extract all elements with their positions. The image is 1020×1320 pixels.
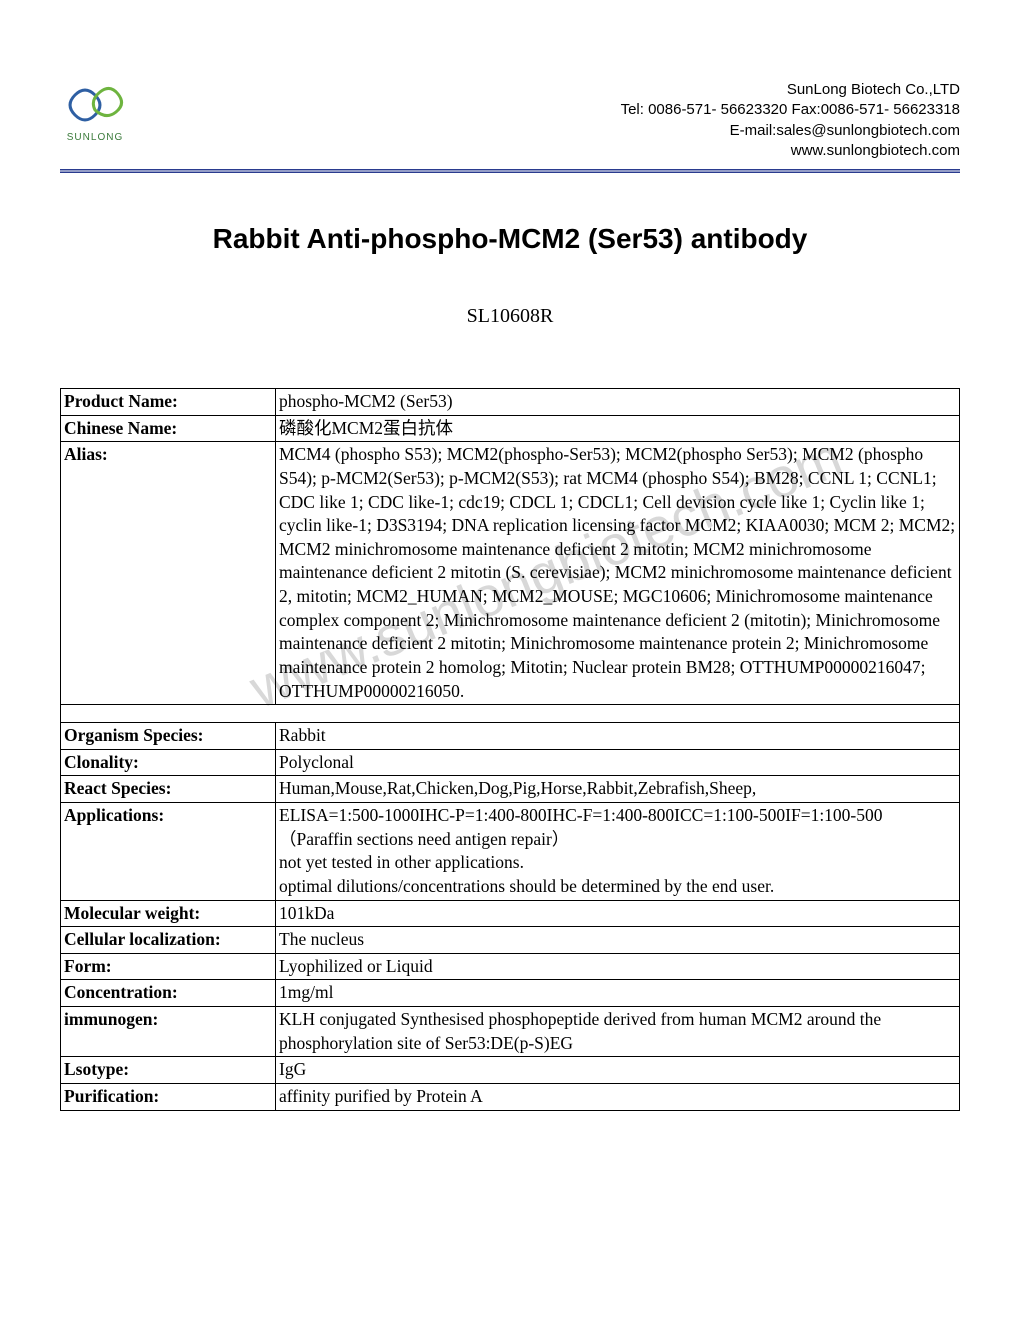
spec-value: 1mg/ml — [276, 980, 960, 1007]
company-email: E-mail:sales@sunlongbiotech.com — [621, 121, 960, 141]
table-row: Alias:MCM4 (phospho S53); MCM2(phospho-S… — [61, 442, 960, 705]
company-logo-icon — [60, 80, 130, 130]
spec-label: Clonality: — [61, 749, 276, 776]
spec-label: Concentration: — [61, 980, 276, 1007]
spec-label: immunogen: — [61, 1007, 276, 1057]
spec-value: ELISA=1:500-1000IHC-P=1:400-800IHC-F=1:4… — [276, 803, 960, 901]
spec-value: 磷酸化MCM2蛋白抗体 — [276, 415, 960, 442]
company-website: www.sunlongbiotech.com — [621, 141, 960, 161]
spec-value: MCM4 (phospho S53); MCM2(phospho-Ser53);… — [276, 442, 960, 705]
spec-value: Polyclonal — [276, 749, 960, 776]
table-row — [61, 705, 960, 723]
table-row: Concentration:1mg/ml — [61, 980, 960, 1007]
spec-label: Lsotype: — [61, 1057, 276, 1084]
spec-value: Rabbit — [276, 723, 960, 750]
table-row: Form:Lyophilized or Liquid — [61, 953, 960, 980]
product-code: SL10608R — [60, 305, 960, 328]
page-title: Rabbit Anti-phospho-MCM2 (Ser53) antibod… — [60, 223, 960, 255]
table-row: Molecular weight:101kDa — [61, 900, 960, 927]
company-info: SunLong Biotech Co.,LTD Tel: 0086-571- 5… — [621, 80, 960, 161]
table-row: Product Name:phospho-MCM2 (Ser53) — [61, 389, 960, 416]
table-row: immunogen:KLH conjugated Synthesised pho… — [61, 1007, 960, 1057]
logo-block: SUNLONG — [60, 80, 130, 143]
spec-value: Lyophilized or Liquid — [276, 953, 960, 980]
header-divider — [60, 169, 960, 173]
table-row: Applications:ELISA=1:500-1000IHC-P=1:400… — [61, 803, 960, 901]
spec-label: Organism Species: — [61, 723, 276, 750]
spec-value: Human,Mouse,Rat,Chicken,Dog,Pig,Horse,Ra… — [276, 776, 960, 803]
spec-label: Purification: — [61, 1083, 276, 1110]
spec-label: Form: — [61, 953, 276, 980]
spec-label: Alias: — [61, 442, 276, 705]
page-header: SUNLONG SunLong Biotech Co.,LTD Tel: 008… — [60, 80, 960, 161]
spec-table: Product Name:phospho-MCM2 (Ser53)Chinese… — [60, 388, 960, 1111]
spec-label: Applications: — [61, 803, 276, 901]
company-tel-fax: Tel: 0086-571- 56623320 Fax:0086-571- 56… — [621, 100, 960, 120]
spec-label: React Species: — [61, 776, 276, 803]
spec-value: KLH conjugated Synthesised phosphopeptid… — [276, 1007, 960, 1057]
spec-value: The nucleus — [276, 927, 960, 954]
table-row: Organism Species:Rabbit — [61, 723, 960, 750]
spec-value: affinity purified by Protein A — [276, 1083, 960, 1110]
logo-label: SUNLONG — [67, 132, 123, 143]
table-row: Chinese Name:磷酸化MCM2蛋白抗体 — [61, 415, 960, 442]
table-row: Clonality:Polyclonal — [61, 749, 960, 776]
table-row: Cellular localization:The nucleus — [61, 927, 960, 954]
table-row: React Species:Human,Mouse,Rat,Chicken,Do… — [61, 776, 960, 803]
spec-value: phospho-MCM2 (Ser53) — [276, 389, 960, 416]
table-row: Lsotype:IgG — [61, 1057, 960, 1084]
spec-label: Cellular localization: — [61, 927, 276, 954]
spec-label: Product Name: — [61, 389, 276, 416]
spacer-cell — [61, 705, 960, 723]
spec-label: Molecular weight: — [61, 900, 276, 927]
spec-value: 101kDa — [276, 900, 960, 927]
company-name: SunLong Biotech Co.,LTD — [621, 80, 960, 100]
spec-value: IgG — [276, 1057, 960, 1084]
spec-label: Chinese Name: — [61, 415, 276, 442]
table-row: Purification:affinity purified by Protei… — [61, 1083, 960, 1110]
